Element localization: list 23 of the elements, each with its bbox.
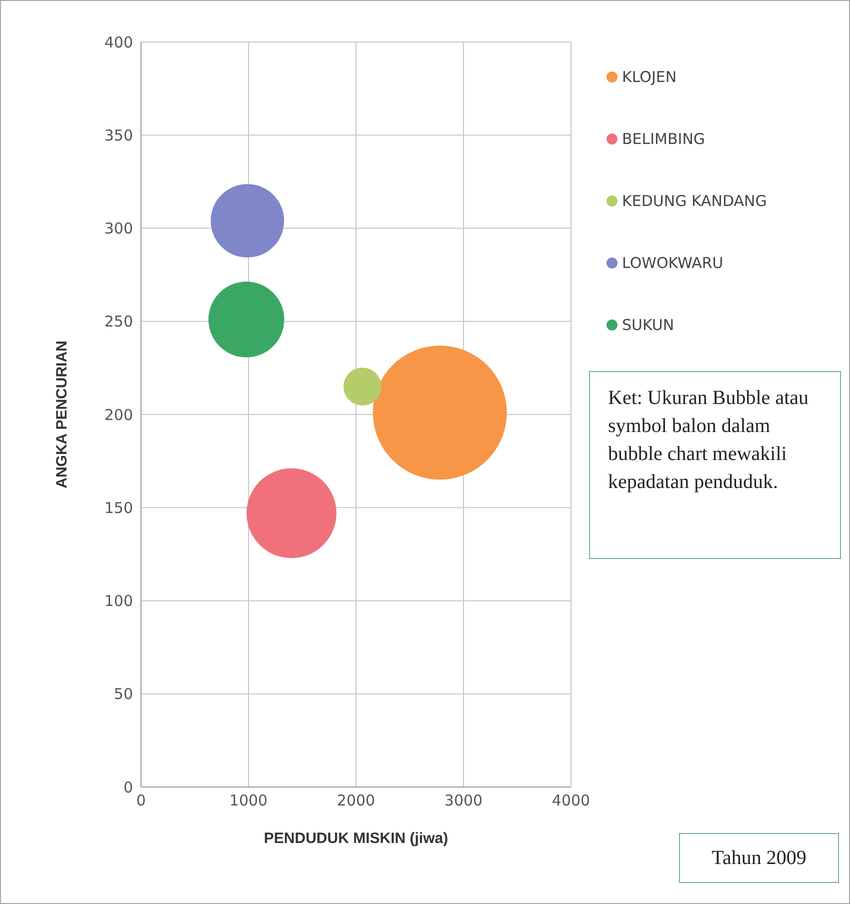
y-tick-label: 400 — [104, 33, 133, 52]
text: Ket: Ukuran Bubble atau symbol balon dalam bubble chart mewakili kepadatan penduduk. — [589, 371, 841, 559]
y-tick-label: 0 — [123, 778, 133, 796]
x-tick-label: 4000 — [552, 792, 590, 810]
y-tick-label: 150 — [104, 498, 133, 517]
legend-label: KLOJEN — [622, 68, 677, 86]
legend-label: KEDUNG KANDANG — [622, 192, 767, 210]
legend-label: SUKUN — [622, 316, 674, 334]
y-tick-label: 100 — [104, 592, 133, 610]
legend-label: BELIMBING — [622, 130, 706, 148]
y-tick-label: 350 — [104, 126, 133, 144]
y-tick-label: 300 — [104, 220, 133, 238]
x-tick-label: 3000 — [444, 792, 483, 810]
x-tick-label: 2000 — [336, 792, 376, 810]
text: Tahun 2009 — [679, 833, 839, 883]
x-tick-label: 0 — [136, 792, 146, 810]
y-tick-label: 250 — [104, 312, 133, 331]
legend-label: LOWOKWARU — [622, 254, 724, 272]
y-tick-label: 200 — [104, 406, 133, 424]
y-tick-label: 50 — [114, 685, 133, 704]
x-axis-title: PENDUDUK MISKIN (jiwa) — [264, 830, 448, 847]
x-tick-label: 1000 — [229, 792, 268, 810]
y-axis-title: ANGKA PENCURIAN — [53, 340, 70, 488]
